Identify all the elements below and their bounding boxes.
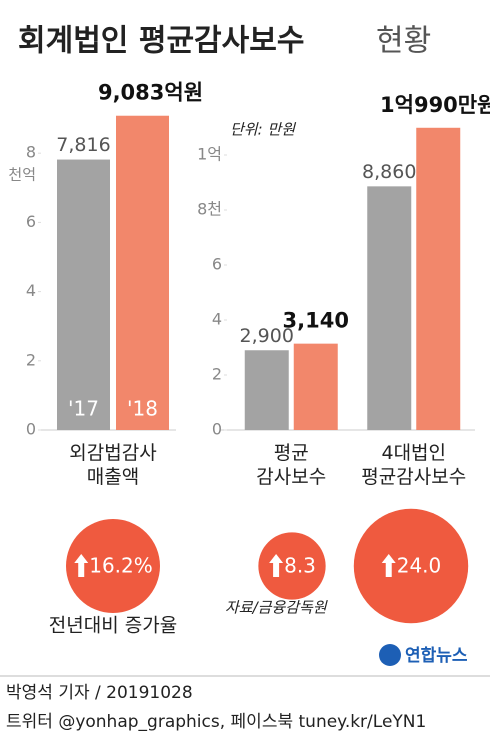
x-tick-label: 외감법감사 매출액	[69, 442, 157, 488]
series-label: '18	[127, 397, 158, 421]
y-tick-label: 8	[26, 143, 36, 162]
up-arrow	[74, 554, 89, 577]
unit-note: 단위: 만원	[230, 121, 296, 139]
x-tick-label: 4대법인 평균감사보수	[361, 442, 467, 488]
source: 자료/금융감독원	[225, 599, 328, 617]
value-label: 7,816	[56, 134, 110, 156]
social: 트위터 @yonhap_graphics, 페이스북 tuney.kr/LeYN…	[6, 712, 426, 732]
y-tick-label: 6	[26, 212, 36, 231]
bar	[244, 350, 289, 430]
up-arrow	[269, 554, 284, 577]
y-tick-label: 0	[212, 420, 222, 439]
bar	[116, 115, 169, 430]
title: 회계법인 평균감사보수	[18, 24, 304, 59]
subtitle: 현황	[376, 24, 431, 59]
byline: 박영석 기자 / 20191028	[6, 683, 193, 703]
y-tick-label: 6	[212, 255, 222, 274]
value-label: 2,900	[240, 325, 294, 347]
bar	[367, 186, 412, 430]
growth-label: 8.3	[284, 554, 316, 578]
y-unit: 천억	[8, 166, 36, 184]
y-tick-label: 4	[26, 281, 36, 300]
logo: 연합뉴스	[405, 645, 468, 666]
y-tick-label: 2	[26, 350, 36, 369]
y-tick-label: 0	[26, 420, 36, 439]
x-tick-label: 평균 감사보수	[256, 442, 327, 488]
growth-circle	[66, 519, 160, 613]
series-label: '17	[68, 397, 99, 421]
y-tick-label: 2	[212, 365, 222, 384]
up-arrow	[381, 554, 396, 577]
value-label: 8,860	[362, 161, 416, 183]
y-tick-label: 8천	[197, 200, 222, 219]
bar	[57, 159, 110, 430]
value-label: 9,083억원	[98, 81, 203, 105]
y-tick-label: 4	[212, 310, 222, 329]
growth-caption: 전년대비 증가율	[49, 615, 177, 637]
bar	[416, 127, 461, 431]
value-label: 1억990만원	[380, 93, 490, 117]
value-label: 3,140	[283, 309, 349, 333]
logo-icon	[379, 644, 401, 666]
growth-circle	[258, 532, 326, 600]
growth-label: 24.0	[397, 554, 442, 578]
growth-circle	[353, 508, 469, 624]
growth-label: 16.2%	[89, 554, 153, 578]
y-tick-label: 1억	[197, 145, 222, 164]
bar	[293, 343, 338, 430]
